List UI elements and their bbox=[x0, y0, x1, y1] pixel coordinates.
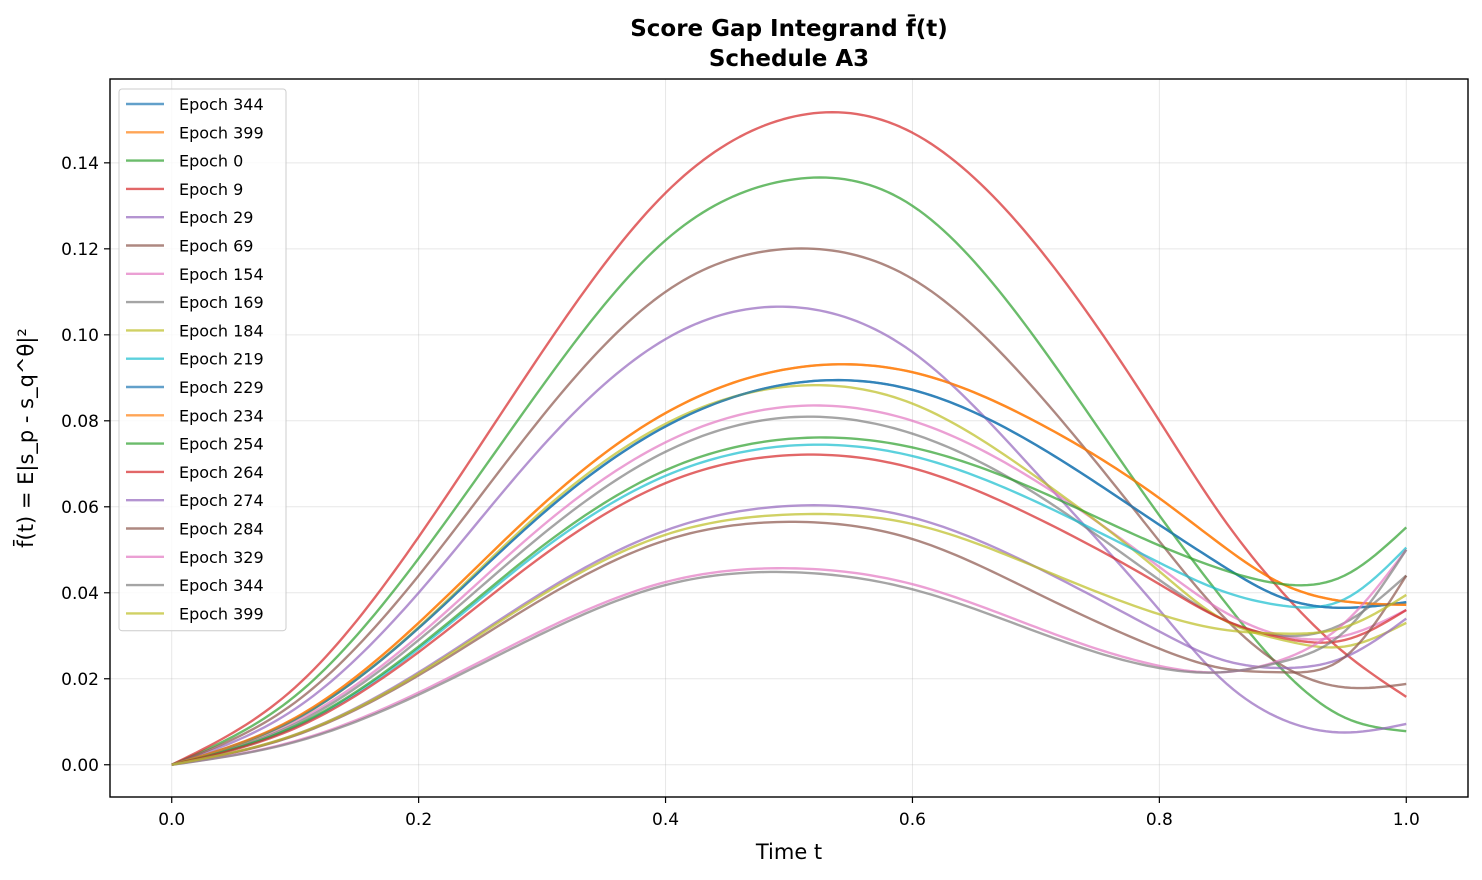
legend-label: Epoch 234 bbox=[179, 406, 264, 425]
y-tick-label: 0.10 bbox=[61, 326, 99, 346]
legend-label: Epoch 69 bbox=[179, 237, 253, 256]
chart-subtitle: Schedule A3 bbox=[709, 46, 869, 72]
y-tick-label: 0.00 bbox=[61, 756, 99, 776]
plot-frame bbox=[109, 78, 1469, 798]
x-tick-label: 1.0 bbox=[1393, 810, 1420, 830]
series-line-10 bbox=[171, 378, 1407, 766]
series-line-5 bbox=[171, 247, 1407, 766]
x-tick-label: 0.0 bbox=[158, 810, 185, 830]
series-line-9 bbox=[171, 443, 1408, 766]
legend-label: Epoch 284 bbox=[179, 520, 264, 539]
x-axis-label: Time t bbox=[755, 840, 822, 864]
legend-label: Epoch 154 bbox=[179, 265, 264, 284]
plot-lines bbox=[171, 111, 1408, 766]
y-tick-label: 0.14 bbox=[61, 154, 99, 174]
series-line-12 bbox=[171, 436, 1408, 766]
x-tick-label: 0.4 bbox=[652, 810, 679, 830]
legend-label: Epoch 219 bbox=[179, 350, 264, 369]
legend-label: Epoch 274 bbox=[179, 491, 264, 510]
y-tick-label: 0.12 bbox=[61, 240, 99, 260]
legend-label: Epoch 229 bbox=[179, 378, 264, 397]
y-tick-label: 0.08 bbox=[61, 412, 99, 432]
legend: Epoch 344 Epoch 399 Epoch 0 Epoch 9 Epoch 29… bbox=[118, 88, 287, 632]
legend-label: Epoch 0 bbox=[179, 152, 243, 171]
series-line-3 bbox=[171, 111, 1407, 766]
legend-label: Epoch 399 bbox=[179, 123, 264, 142]
axis-ticks: 0.0 0.2 0.4 0.6 0.8 1.0 0.00 0.02 0.04 0.06 0.08 0.… bbox=[61, 154, 1420, 830]
y-axis-label: f̄(t) = E|s_p - s_q^θ|² bbox=[13, 328, 39, 548]
series-line-13 bbox=[171, 453, 1407, 766]
legend-label: Epoch 184 bbox=[179, 321, 264, 340]
x-tick-label: 0.8 bbox=[1146, 810, 1173, 830]
chart-title: Score Gap Integrand f̄(t) bbox=[630, 13, 948, 42]
legend-label: Epoch 264 bbox=[179, 463, 264, 482]
series-line-11 bbox=[171, 363, 1407, 766]
legend-label: Epoch 9 bbox=[179, 180, 243, 199]
y-tick-label: 0.04 bbox=[61, 584, 99, 604]
series-line-2 bbox=[171, 176, 1407, 766]
legend-label: Epoch 29 bbox=[179, 208, 253, 227]
legend-box bbox=[118, 88, 287, 632]
legend-label: Epoch 344 bbox=[179, 95, 264, 114]
x-tick-label: 0.2 bbox=[405, 810, 432, 830]
y-tick-label: 0.06 bbox=[61, 498, 99, 518]
y-tick-label: 0.02 bbox=[61, 670, 99, 690]
legend-label: Epoch 329 bbox=[179, 548, 264, 567]
legend-label: Epoch 169 bbox=[179, 293, 264, 312]
series-line-18 bbox=[171, 512, 1407, 766]
legend-label: Epoch 344 bbox=[179, 576, 264, 595]
legend-label: Epoch 254 bbox=[179, 435, 264, 454]
x-tick-label: 0.6 bbox=[899, 810, 926, 830]
series-line-6 bbox=[171, 404, 1407, 766]
series-line-17 bbox=[171, 549, 1408, 766]
series-line-4 bbox=[171, 305, 1407, 766]
legend-label: Epoch 399 bbox=[179, 604, 264, 623]
